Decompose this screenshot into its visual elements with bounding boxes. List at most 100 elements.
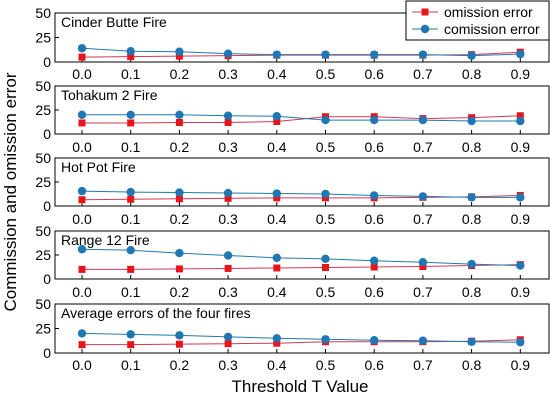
x-tick-label: 0.5 bbox=[316, 66, 336, 82]
x-tick-label: 0.2 bbox=[170, 66, 190, 82]
comission-point bbox=[126, 47, 135, 56]
panel-2: 0 25 50 0.0 0.1 0.2 0.3 0.4 0.5 0.6 0.7 0.8 0.9 Tohak… bbox=[35, 78, 550, 155]
omission-series-line bbox=[81, 194, 521, 201]
x-tick-label: 0.4 bbox=[267, 211, 287, 227]
comission-point bbox=[223, 188, 233, 198]
x-tick-label: 0.9 bbox=[511, 139, 531, 155]
x-tick-label: 0.9 bbox=[511, 211, 531, 227]
comission-point bbox=[370, 256, 379, 265]
x-tick-label: 0.6 bbox=[364, 211, 384, 227]
omission-point bbox=[127, 265, 135, 273]
omission-point bbox=[78, 119, 86, 127]
comission-point bbox=[321, 335, 330, 344]
x-tick-label: 0.8 bbox=[462, 66, 482, 82]
comission-point bbox=[126, 110, 135, 120]
omission-point bbox=[127, 53, 135, 61]
y-tick-label: 50 bbox=[35, 5, 51, 21]
omission-point bbox=[175, 195, 183, 203]
x-tick-label: 0.1 bbox=[121, 66, 141, 82]
comission-point bbox=[467, 337, 476, 346]
x-tick-label: 0.6 bbox=[364, 357, 384, 373]
x-tick-label: 0.2 bbox=[170, 284, 190, 300]
x-tick-label: 0.5 bbox=[316, 211, 336, 227]
omission-point bbox=[273, 339, 281, 347]
panel-title: Range 12 Fire bbox=[61, 232, 150, 248]
panel-4: 0 25 50 0.0 0.1 0.2 0.3 0.4 0.5 0.6 0.7 0.8 0.9 Range… bbox=[35, 223, 550, 300]
y-tick-label: 25 bbox=[35, 30, 51, 46]
x-tick-label: 0.7 bbox=[413, 211, 433, 227]
y-tick-label: 50 bbox=[35, 296, 51, 312]
omission-point bbox=[78, 341, 86, 349]
x-tick-label: 0.1 bbox=[121, 284, 141, 300]
x-tick-label: 0.6 bbox=[364, 139, 384, 155]
omission-point bbox=[224, 264, 232, 272]
comission-point bbox=[467, 116, 476, 126]
comission-point bbox=[223, 251, 233, 260]
comission-point bbox=[272, 50, 281, 59]
x-tick-label: 0.2 bbox=[170, 357, 190, 373]
x-tick-label: 0.7 bbox=[413, 139, 433, 155]
omission-series-line bbox=[82, 115, 521, 124]
comission-point bbox=[418, 50, 428, 59]
omission-point bbox=[78, 196, 86, 204]
comission-point bbox=[272, 253, 281, 263]
comission-point bbox=[223, 49, 233, 58]
comission-point bbox=[516, 193, 525, 202]
y-tick-label: 25 bbox=[35, 321, 51, 337]
comission-point bbox=[126, 246, 135, 255]
comission-point bbox=[516, 261, 525, 270]
omission-point bbox=[175, 118, 183, 126]
comission-point bbox=[321, 115, 330, 125]
x-tick-label: 0.3 bbox=[218, 284, 238, 300]
legend-label: comission error bbox=[444, 21, 540, 37]
x-tick-label: 0.7 bbox=[413, 66, 433, 82]
comission-point bbox=[77, 186, 87, 196]
comission-point bbox=[77, 110, 87, 120]
comission-point bbox=[370, 191, 379, 200]
x-tick-label: 0.9 bbox=[511, 66, 531, 82]
comission-point bbox=[272, 334, 281, 343]
comission-point bbox=[467, 51, 476, 60]
x-tick-label: 0.8 bbox=[462, 284, 482, 300]
comission-point bbox=[77, 329, 87, 338]
comission-point bbox=[467, 259, 476, 269]
y-tick-label: 0 bbox=[43, 198, 51, 214]
comission-point bbox=[370, 115, 379, 125]
comission-point bbox=[321, 254, 330, 264]
x-tick-label: 0.0 bbox=[72, 66, 92, 82]
comission-point bbox=[418, 192, 428, 201]
x-tick-label: 0.7 bbox=[413, 357, 433, 373]
y-tick-label: 25 bbox=[35, 247, 51, 263]
comission-point bbox=[272, 112, 281, 121]
panel-title: Average errors of the four fires bbox=[61, 305, 251, 321]
y-tick-label: 0 bbox=[43, 54, 51, 70]
omission-point bbox=[175, 265, 183, 273]
y-tick-label: 50 bbox=[35, 78, 51, 94]
comission-point bbox=[175, 47, 184, 56]
omission-point bbox=[224, 118, 232, 126]
x-tick-label: 0.9 bbox=[511, 357, 531, 373]
panel-1: 0 25 50 0.0 0.1 0.2 0.3 0.4 0.5 0.6 0.7 0.8 0.9 Cinde… bbox=[35, 5, 550, 82]
x-tick-label: 0.4 bbox=[267, 139, 287, 155]
comission-point bbox=[418, 258, 428, 267]
comission-series-line bbox=[81, 47, 521, 57]
panel-title: Hot Pot Fire bbox=[61, 159, 136, 175]
comission-point bbox=[175, 110, 184, 120]
x-tick-label: 0.1 bbox=[121, 211, 141, 227]
comission-point bbox=[418, 115, 428, 125]
comission-series-line bbox=[81, 248, 521, 267]
y-tick-label: 50 bbox=[35, 223, 51, 239]
omission-point bbox=[175, 340, 183, 348]
y-tick-label: 25 bbox=[35, 102, 51, 118]
x-tick-label: 0.3 bbox=[218, 139, 238, 155]
omission-point bbox=[175, 52, 183, 60]
x-tick-label: 0.8 bbox=[462, 211, 482, 227]
comission-point bbox=[272, 189, 281, 198]
omission-point bbox=[322, 263, 329, 271]
legend-square-marker bbox=[421, 8, 429, 16]
x-tick-label: 0.1 bbox=[121, 139, 141, 155]
x-tick-label: 0.3 bbox=[218, 211, 238, 227]
